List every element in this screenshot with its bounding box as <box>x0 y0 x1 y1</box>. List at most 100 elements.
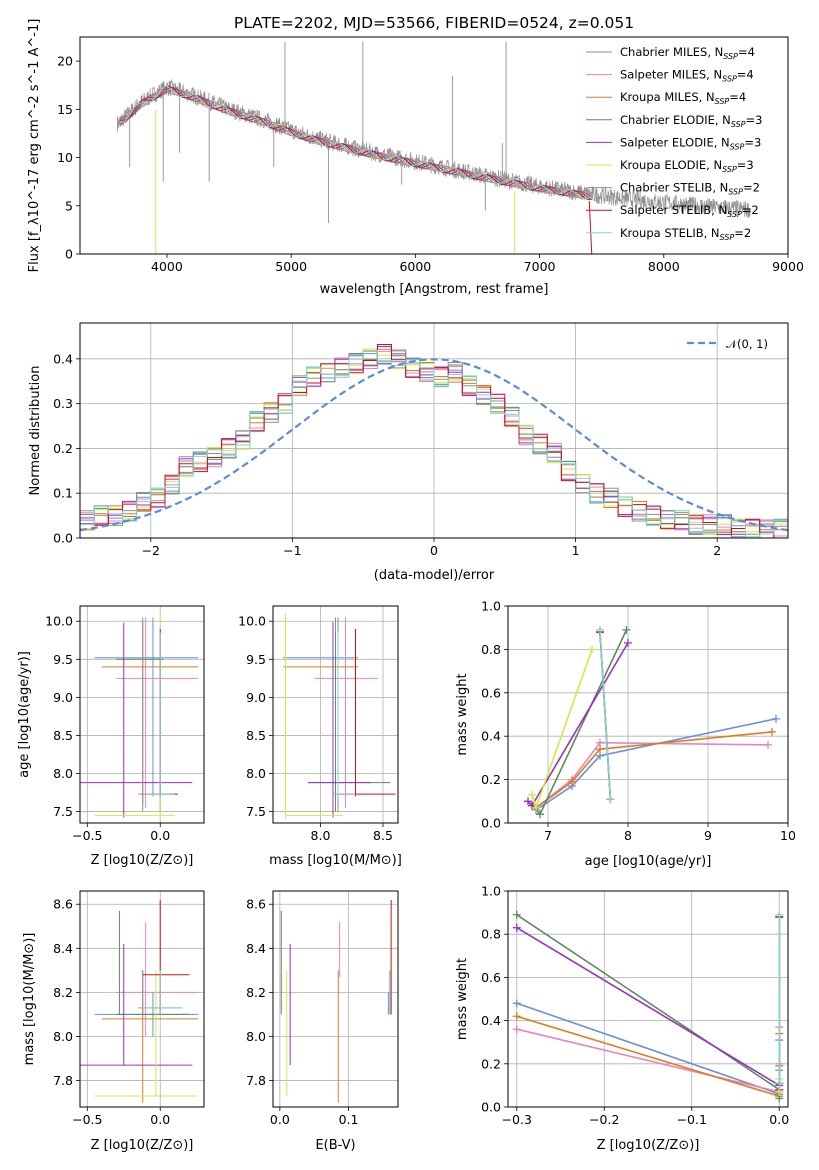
model-fit-chabrier_elodie <box>119 88 593 198</box>
legend-entry: 𝒩(0, 1) <box>726 337 768 351</box>
x-tick-label: 0.0 <box>150 1112 170 1127</box>
legend-text: Salpeter MILES, N <box>620 68 722 82</box>
legend-text: Chabrier STELIB, N <box>620 181 728 195</box>
point-marker <box>775 910 784 919</box>
x-tick-label: −1 <box>283 543 301 558</box>
y-tick-label: 0.8 <box>481 642 501 657</box>
age_vs_Z-frame <box>79 605 205 824</box>
series-chabrier_elodie <box>531 629 628 816</box>
x-tick-label: 9 <box>704 828 712 843</box>
y-axis-label: Normed distribution <box>28 366 43 496</box>
x-tick-label: 4000 <box>151 259 183 274</box>
legend-text: Salpeter ELODIE, N <box>620 135 730 149</box>
spectrum-frame <box>79 36 789 255</box>
y-tick-label: 1.0 <box>481 599 501 614</box>
x-tick-label: −0.2 <box>589 1112 619 1127</box>
x-tick-label: 8.5 <box>373 828 393 843</box>
age_vs_Z-plot-area <box>80 613 199 820</box>
y-tick-label: 10.0 <box>238 614 266 629</box>
x-tick-label: 0 <box>430 543 438 558</box>
age_vs_mass-plot-area <box>283 613 396 820</box>
y-tick-label: 0.4 <box>53 351 73 366</box>
series-salpeter_miles <box>535 741 769 809</box>
weight_vs_age-axes: 7 8 9 10 0.0 0.2 0.4 0.6 0.8 1.0 <box>481 599 796 844</box>
legend-entry: Kroupa ELODIE, NSSP=3 <box>620 158 754 174</box>
y-tick-label: 0.0 <box>481 816 501 831</box>
mass_vs_Z-plot-area <box>80 899 199 1103</box>
x-tick-label: −0.5 <box>72 828 102 843</box>
legend-subscript: SSP <box>722 75 737 84</box>
point-marker <box>512 910 521 919</box>
legend-entry: Salpeter ELODIE, NSSP=3 <box>620 135 761 151</box>
point-marker <box>775 1079 784 1088</box>
y-tick-label: 0.4 <box>481 1013 501 1028</box>
legend-text: Chabrier ELODIE, N <box>620 113 731 127</box>
weight_vs_age-frame <box>507 605 789 824</box>
y-tick-label: 8.5 <box>246 728 266 743</box>
x-tick-label: 8 <box>624 828 632 843</box>
legend-subscript: SSP <box>727 210 742 219</box>
legend-text: Kroupa STELIB, N <box>620 226 720 240</box>
y-tick-label: 0.2 <box>481 772 501 787</box>
point-marker <box>568 777 576 786</box>
series-salpeter_elodie <box>516 927 781 1090</box>
legend-subscript: SSP <box>728 188 743 197</box>
point-marker <box>512 923 521 932</box>
x-tick-label: 8.0 <box>311 828 331 843</box>
point-marker <box>588 645 596 654</box>
x-axis-label: Z [log10(Z/Z⊙)] <box>91 1138 194 1153</box>
x-tick-label: −0.1 <box>677 1112 707 1127</box>
legend-subscript: SSP <box>730 142 745 151</box>
legend-tail: =4 <box>738 45 755 59</box>
y-axis-label: age [log10(age/yr)] <box>17 651 32 778</box>
x-axis-label: age [log10(age/yr)] <box>585 854 712 869</box>
legend-entry: Chabrier STELIB, NSSP=2 <box>620 181 760 197</box>
legend-entry: Chabrier ELODIE, NSSP=3 <box>620 113 762 129</box>
y-tick-label: 8.6 <box>53 897 73 912</box>
y-tick-label: 8.2 <box>53 985 73 1000</box>
x-axis-label: (data-model)/error <box>374 568 495 583</box>
legend-tail: =4 <box>737 68 754 82</box>
y-tick-label: 10.0 <box>45 614 73 629</box>
histogram-kroupa_stelib <box>80 350 788 538</box>
normal-curve <box>80 358 788 532</box>
mass_vs_Z-axes: −0.5 0.0 7.8 8.0 8.2 8.4 8.6 <box>53 891 204 1127</box>
y-tick-label: 8.0 <box>53 1029 73 1044</box>
x-axis-label: wavelength [Angstrom, rest frame] <box>320 282 549 297</box>
point-marker <box>532 803 540 812</box>
legend-subscript: SSP <box>722 165 737 174</box>
legend-tail: =3 <box>744 135 761 149</box>
legend-text: Salpeter STELIB, N <box>620 203 727 217</box>
point-marker <box>596 625 604 634</box>
x-tick-label: −0.3 <box>502 1112 532 1127</box>
residuals-axes: −2 −1 0 1 2 0.0 0.1 0.2 0.3 0.4 <box>53 323 788 558</box>
x-tick-label: 6000 <box>399 259 431 274</box>
y-tick-label: 0.6 <box>481 685 501 700</box>
y-tick-label: 0.0 <box>481 1100 501 1115</box>
age_vs_mass-axes: 8.0 8.5 7.5 8.0 8.5 9.0 9.5 10.0 <box>238 606 398 843</box>
observed-spectrum <box>116 78 752 219</box>
legend-text: Chabrier MILES, N <box>620 45 723 59</box>
y-tick-label: 0 <box>65 247 73 262</box>
legend-text: Kroupa MILES, N <box>620 90 715 104</box>
series-kroupa_miles <box>516 1015 781 1098</box>
y-tick-label: 0.6 <box>481 970 501 985</box>
x-tick-label: −0.5 <box>72 1112 102 1127</box>
legend-entry: Salpeter STELIB, NSSP=2 <box>620 203 759 219</box>
legend-tail: =3 <box>746 113 763 127</box>
point-marker <box>622 625 631 634</box>
x-tick-label: 0.0 <box>769 1112 789 1127</box>
x-tick-label: 8000 <box>648 259 680 274</box>
legend-entry: Kroupa STELIB, NSSP=2 <box>620 226 751 242</box>
series-kroupa_miles <box>535 731 773 809</box>
y-tick-label: 0.1 <box>53 486 73 501</box>
y-axis-label: mass weight <box>455 958 470 1040</box>
point-marker <box>512 999 521 1008</box>
y-tick-label: 10 <box>57 150 73 165</box>
legend-entry: Chabrier MILES, NSSP=4 <box>620 45 755 61</box>
series-kroupa_elodie <box>531 649 593 811</box>
point-marker <box>512 1012 521 1021</box>
spectrum-plot-area <box>116 41 752 254</box>
y-tick-label: 8.0 <box>246 1029 266 1044</box>
residuals-plot-area <box>80 344 788 538</box>
